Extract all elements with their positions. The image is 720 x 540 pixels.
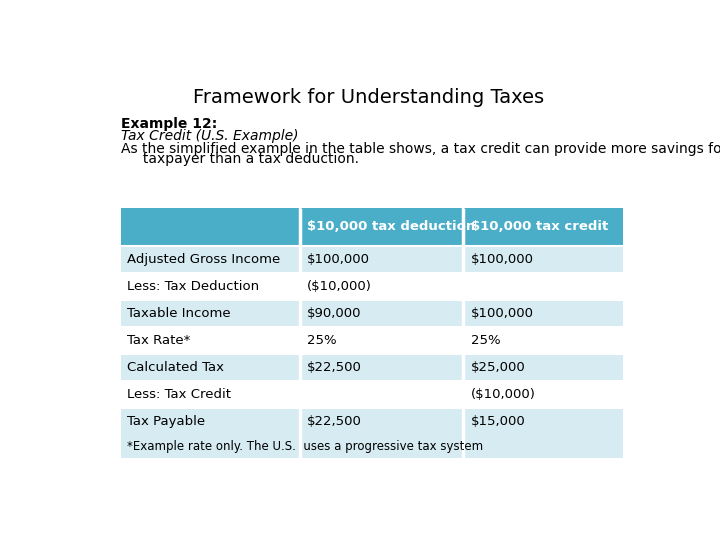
Bar [464,381,623,408]
Bar [301,246,462,273]
Bar [464,273,623,300]
Bar [301,408,462,435]
Bar [121,381,299,408]
Text: Adjusted Gross Income: Adjusted Gross Income [127,253,281,266]
Bar [464,208,623,246]
Bar [464,327,623,354]
Bar [121,327,299,354]
Text: $15,000: $15,000 [471,415,526,428]
Bar [464,408,623,435]
Text: Taxable Income: Taxable Income [127,307,231,320]
Bar [121,246,299,273]
Text: taxpayer than a tax deduction.: taxpayer than a tax deduction. [121,152,359,166]
Text: As the simplified example in the table shows, a tax credit can provide more savi: As the simplified example in the table s… [121,141,720,156]
Text: Less: Tax Credit: Less: Tax Credit [127,388,231,401]
Bar [121,354,299,381]
Bar [301,273,462,300]
Text: $10,000 tax credit: $10,000 tax credit [471,220,608,233]
Text: Tax Rate*: Tax Rate* [127,334,191,347]
Text: Calculated Tax: Calculated Tax [127,361,225,374]
Text: Example 12:: Example 12: [121,117,217,131]
Text: $100,000: $100,000 [471,253,534,266]
Text: $10,000 tax deduction: $10,000 tax deduction [307,220,476,233]
Bar [121,408,299,435]
Text: $90,000: $90,000 [307,307,362,320]
Text: ($10,000): ($10,000) [307,280,372,293]
Bar [301,381,462,408]
Bar [464,246,623,273]
Bar [301,208,462,246]
Text: Tax Payable: Tax Payable [127,415,205,428]
Bar [121,300,299,327]
Bar [464,354,623,381]
Bar [121,208,299,246]
Text: *Example rate only. The U.S.  uses a progressive tax system: *Example rate only. The U.S. uses a prog… [127,440,484,453]
Text: Framework for Understanding Taxes: Framework for Understanding Taxes [194,87,544,107]
Bar [301,354,462,381]
Text: $25,000: $25,000 [471,361,526,374]
Text: $22,500: $22,500 [307,415,362,428]
Text: 25%: 25% [471,334,500,347]
Text: 25%: 25% [307,334,337,347]
Bar [301,327,462,354]
Text: Less: Tax Deduction: Less: Tax Deduction [127,280,259,293]
Text: ($10,000): ($10,000) [471,388,536,401]
Bar [121,273,299,300]
Text: $22,500: $22,500 [307,361,362,374]
Bar [121,435,623,458]
Text: $100,000: $100,000 [307,253,370,266]
Bar [464,300,623,327]
Bar [301,300,462,327]
Text: Tax Credit (U.S. Example): Tax Credit (U.S. Example) [121,129,298,143]
Text: $100,000: $100,000 [471,307,534,320]
